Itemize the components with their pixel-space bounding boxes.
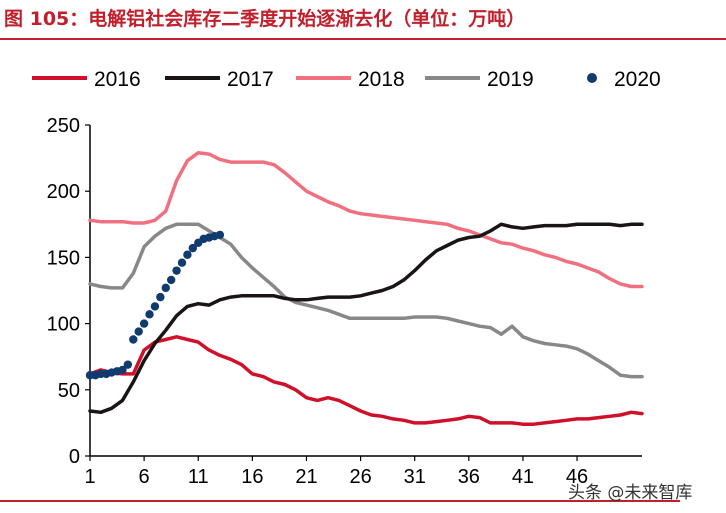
legend: 2016 2017 2018 2019 2020 (32, 68, 661, 91)
y-tick-label: 100 (47, 314, 80, 336)
legend-label-2017: 2017 (227, 68, 274, 91)
x-tick-label: 1 (84, 466, 95, 488)
series-2020-point (183, 250, 192, 259)
x-tick-label: 31 (404, 466, 426, 488)
x-tick-label: 26 (349, 466, 371, 488)
series-2020-point (123, 360, 133, 369)
y-tick-label: 150 (47, 247, 80, 269)
series-lines (85, 151, 644, 426)
series-2020-point (166, 275, 176, 285)
series-2020-point (156, 292, 165, 302)
series-2020-point (129, 335, 138, 344)
series-2019-line (88, 222, 644, 379)
series-2020-point (118, 365, 127, 375)
chart-title: 图 105：电解铝社会库存二季度开始逐渐去化（单位：万吨） (4, 8, 526, 30)
series-2020-point (188, 243, 198, 253)
series-2020-point (150, 302, 160, 311)
x-tick-label: 41 (512, 466, 534, 488)
legend-label-2018: 2018 (358, 68, 405, 91)
series-2020-point (145, 310, 154, 319)
x-tick-label: 6 (139, 466, 150, 488)
series-2020-point (215, 230, 225, 240)
series-2020-point (172, 266, 181, 275)
legend-label-2016: 2016 (94, 68, 141, 91)
y-tick-label: 50 (58, 380, 80, 402)
x-tick-label: 11 (188, 466, 209, 488)
x-tick-label: 16 (241, 466, 263, 488)
legend-label-2020: 2020 (614, 68, 661, 91)
watermark-text: 头条 @未来智库 (568, 483, 693, 503)
legend-marker-2020 (587, 73, 597, 83)
y-tick-label: 0 (69, 446, 80, 468)
series-2020-point (161, 283, 170, 293)
series-2016-line (88, 335, 644, 426)
series-2017-line (88, 222, 644, 415)
y-tick-label: 200 (47, 181, 80, 203)
series-2020-point (134, 327, 143, 336)
series-2020-point (177, 258, 187, 267)
x-tick-label: 36 (458, 466, 480, 488)
x-tick-label: 46 (566, 466, 588, 488)
top-divider (0, 38, 726, 40)
y-tick-label: 250 (47, 115, 80, 137)
series-2020-point (139, 319, 149, 328)
x-tick-label: 21 (295, 466, 317, 488)
bottom-divider (0, 500, 680, 502)
series-2018-line (88, 151, 644, 289)
legend-label-2019: 2019 (487, 68, 534, 91)
